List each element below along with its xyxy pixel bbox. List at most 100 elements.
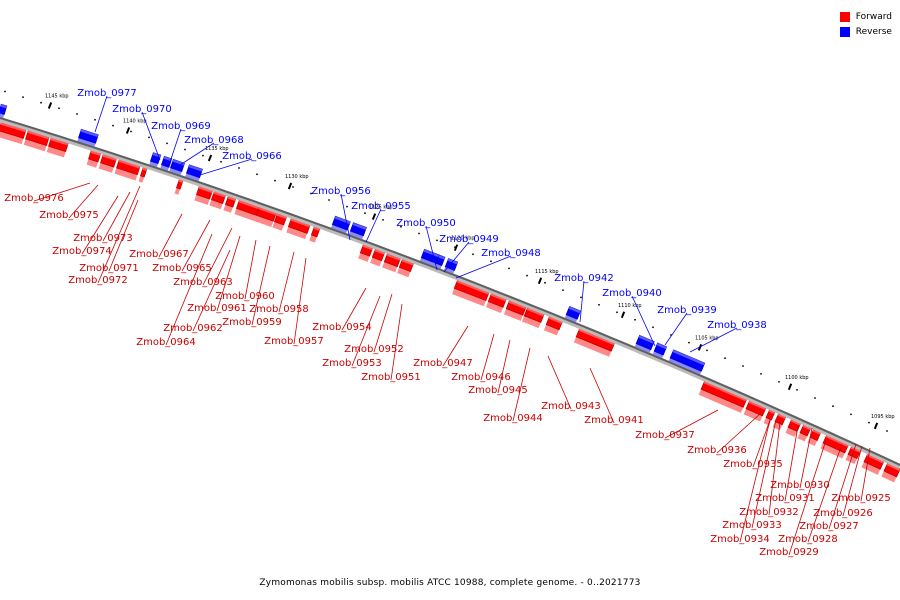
forward-gene-15[interactable] <box>309 226 321 243</box>
gene-label-r6[interactable]: Zmob_0955 <box>351 201 411 212</box>
forward-gene-3[interactable] <box>86 150 102 168</box>
genome-caption: Zymomonas mobilis subsp. mobilis ATCC 10… <box>259 578 641 588</box>
gene-label-f24[interactable]: Zmob_0943 <box>541 401 601 412</box>
reverse-gene-12[interactable] <box>633 334 655 356</box>
gene-label-r8[interactable]: Zmob_0949 <box>439 234 499 245</box>
forward-gene-2[interactable] <box>46 137 69 158</box>
gene-label-f22[interactable]: Zmob_0945 <box>468 385 528 396</box>
minor-tick <box>202 154 204 157</box>
forward-gene-16[interactable] <box>358 243 374 262</box>
forward-gene-18[interactable] <box>382 252 401 273</box>
forward-gene-22[interactable] <box>503 299 527 321</box>
gene-label-r7[interactable]: Zmob_0950 <box>396 218 456 229</box>
gene-label-f2[interactable]: Zmob_0973 <box>73 233 133 244</box>
gene-label-f19[interactable]: Zmob_0951 <box>361 372 421 383</box>
gene-label-f5[interactable]: Zmob_0972 <box>68 275 128 286</box>
gene-label-f25[interactable]: Zmob_0941 <box>584 415 644 426</box>
forward-gene-36[interactable] <box>881 462 900 483</box>
forward-gene-6[interactable] <box>138 166 148 183</box>
forward-gene-12[interactable] <box>254 206 277 227</box>
gene-label-f18[interactable]: Zmob_0953 <box>322 358 382 369</box>
gene-label-f32[interactable]: Zmob_0932 <box>739 507 799 518</box>
gene-label-f27[interactable]: Zmob_0936 <box>687 445 747 456</box>
leader-line <box>340 193 351 241</box>
gene-label-r1[interactable]: Zmob_0970 <box>112 104 172 115</box>
forward-gene-28[interactable] <box>763 408 776 426</box>
minor-tick <box>544 281 546 284</box>
gene-label-f36[interactable]: Zmob_0934 <box>710 534 770 545</box>
reverse-gene-3[interactable] <box>159 155 173 174</box>
gene-label-f6[interactable]: Zmob_0967 <box>129 249 189 260</box>
gene-label-f38[interactable]: Zmob_0929 <box>759 547 819 558</box>
gene-label-f20[interactable]: Zmob_0947 <box>413 358 473 369</box>
forward-gene-26[interactable] <box>698 380 748 413</box>
minor-tick <box>76 113 78 115</box>
major-tick <box>697 343 703 351</box>
gene-label-f29[interactable]: Zmob_0930 <box>770 480 830 491</box>
reverse-gene-5[interactable] <box>184 164 203 184</box>
reverse-gene-14[interactable] <box>667 349 706 377</box>
gene-label-f11[interactable]: Zmob_0959 <box>222 317 282 328</box>
forward-gene-9[interactable] <box>209 190 227 210</box>
minor-tick <box>634 318 636 321</box>
gene-label-f23[interactable]: Zmob_0944 <box>483 413 543 424</box>
forward-gene-13[interactable] <box>272 212 288 231</box>
forward-gene-5[interactable] <box>114 159 141 181</box>
tick-label: 1130 kbp <box>285 174 309 180</box>
gene-label-r3[interactable]: Zmob_0968 <box>184 135 244 146</box>
gene-label-r12[interactable]: Zmob_0939 <box>657 305 717 316</box>
forward-gene-11[interactable] <box>234 199 263 222</box>
forward-gene-27[interactable] <box>743 400 767 422</box>
gene-label-f12[interactable]: Zmob_0958 <box>249 304 309 315</box>
gene-label-r13[interactable]: Zmob_0938 <box>707 320 767 331</box>
gene-label-f7[interactable]: Zmob_0965 <box>152 263 212 274</box>
gene-label-f13[interactable]: Zmob_0962 <box>163 323 223 334</box>
gene-label-r0[interactable]: Zmob_0977 <box>77 88 137 99</box>
gene-label-f14[interactable]: Zmob_0964 <box>136 337 196 348</box>
gene-label-f26[interactable]: Zmob_0937 <box>635 430 695 441</box>
forward-gene-33[interactable] <box>820 434 849 459</box>
gene-label-f15[interactable]: Zmob_0957 <box>264 336 324 347</box>
reverse-gene-7[interactable] <box>348 222 367 242</box>
gene-label-r4[interactable]: Zmob_0966 <box>222 151 282 162</box>
gene-label-r2[interactable]: Zmob_0969 <box>151 121 211 132</box>
forward-gene-20[interactable] <box>452 279 490 307</box>
forward-gene-8[interactable] <box>194 185 213 205</box>
tick-label: 1115 kbp <box>535 269 559 275</box>
gene-label-r9[interactable]: Zmob_0948 <box>481 248 541 259</box>
gene-label-f37[interactable]: Zmob_0928 <box>778 534 838 545</box>
forward-gene-21[interactable] <box>485 292 507 313</box>
gene-label-f34[interactable]: Zmob_0933 <box>722 520 782 531</box>
gene-label-f9[interactable]: Zmob_0960 <box>215 291 275 302</box>
gene-label-f4[interactable]: Zmob_0971 <box>79 263 139 274</box>
gene-label-f10[interactable]: Zmob_0961 <box>187 303 247 314</box>
forward-gene-31[interactable] <box>797 424 812 442</box>
gene-label-f33[interactable]: Zmob_0926 <box>813 508 873 519</box>
gene-label-f17[interactable]: Zmob_0952 <box>344 344 404 355</box>
forward-gene-32[interactable] <box>807 428 822 447</box>
forward-gene-10[interactable] <box>223 195 237 213</box>
gene-label-f28[interactable]: Zmob_0935 <box>723 459 783 470</box>
gene-label-f35[interactable]: Zmob_0927 <box>799 521 859 532</box>
leader-line <box>278 251 295 313</box>
reverse-gene-1[interactable] <box>76 128 99 149</box>
forward-gene-14[interactable] <box>286 217 311 240</box>
gene-label-f30[interactable]: Zmob_0931 <box>755 493 815 504</box>
reverse-gene-0[interactable] <box>0 103 8 121</box>
gene-label-f16[interactable]: Zmob_0954 <box>312 322 372 333</box>
forward-gene-7[interactable] <box>174 178 184 195</box>
minor-tick <box>850 413 852 416</box>
minor-tick <box>148 136 150 139</box>
gene-label-r10[interactable]: Zmob_0942 <box>554 273 614 284</box>
gene-label-f8[interactable]: Zmob_0963 <box>173 277 233 288</box>
minor-tick <box>886 430 888 432</box>
forward-gene-24[interactable] <box>543 315 563 336</box>
gene-label-f21[interactable]: Zmob_0946 <box>451 372 511 383</box>
gene-label-r11[interactable]: Zmob_0940 <box>602 288 662 299</box>
forward-gene-1[interactable] <box>23 130 50 152</box>
gene-label-f3[interactable]: Zmob_0974 <box>52 246 112 257</box>
gene-label-f1[interactable]: Zmob_0975 <box>39 210 99 221</box>
gene-label-r5[interactable]: Zmob_0956 <box>311 186 371 197</box>
gene-label-f31[interactable]: Zmob_0925 <box>831 493 891 504</box>
gene-label-f0[interactable]: Zmob_0976 <box>4 193 64 204</box>
